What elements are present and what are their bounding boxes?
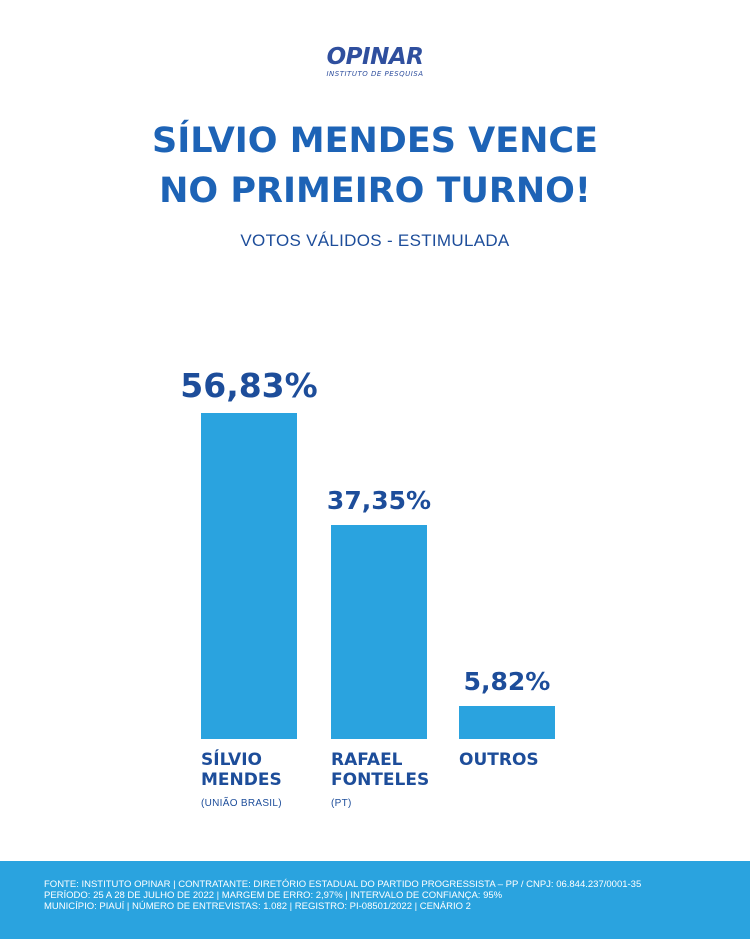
logo-tagline: INSTITUTO DE PESQUISA xyxy=(326,70,424,78)
bar-value-label-1: 56,83% xyxy=(180,366,318,405)
headline-line-1: SÍLVIO MENDES VENCE xyxy=(151,121,599,161)
footer-line-period: PERÍODO: 25 A 28 DE JULHO DE 2022 | MARG… xyxy=(44,890,503,901)
headline: SÍLVIO MENDES VENCE NO PRIMEIRO TURNO! xyxy=(0,116,750,216)
category-label-2-line-2: FONTELES xyxy=(331,770,430,790)
footer-line-source: FONTE: INSTITUTO OPINAR | CONTRATANTE: D… xyxy=(44,879,642,890)
opinar-logo: OPINAR INSTITUTO DE PESQUISA xyxy=(300,44,450,84)
chart-subtitle: VOTOS VÁLIDOS - ESTIMULADA xyxy=(240,231,510,250)
bar-3 xyxy=(459,706,555,739)
footer-source-bar: FONTE: INSTITUTO OPINAR | CONTRATANTE: D… xyxy=(0,861,750,939)
category-label-1-line-1: SÍLVIO xyxy=(201,750,262,770)
category-party-1: (UNIÃO BRASIL) xyxy=(201,798,282,809)
footer-line-municipality: MUNICÍPIO: PIAUÍ | NÚMERO DE ENTREVISTAS… xyxy=(44,901,471,912)
category-label-1-line-2: MENDES xyxy=(201,770,282,790)
headline-line-2: NO PRIMEIRO TURNO! xyxy=(159,171,591,211)
logo-wordmark: OPINAR xyxy=(326,44,424,70)
footer-text: FONTE: INSTITUTO OPINAR | CONTRATANTE: D… xyxy=(44,879,641,912)
bar-value-label-2: 37,35% xyxy=(326,486,432,515)
bar-value-label-3: 5,82% xyxy=(463,667,551,696)
category-label-3-line-1: OUTROS xyxy=(459,750,539,770)
bar-1 xyxy=(201,413,297,739)
category-label-2-line-1: RAFAEL xyxy=(331,750,403,770)
category-party-2: (PT) xyxy=(331,798,352,809)
bar-2 xyxy=(331,525,427,739)
